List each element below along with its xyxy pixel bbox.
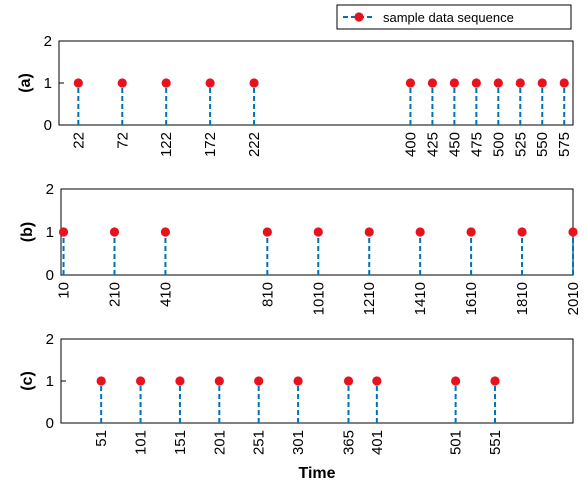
stem-marker — [568, 227, 578, 237]
stem-marker — [517, 227, 527, 237]
x-tick-label: 1210 — [361, 282, 378, 315]
stem-marker — [214, 376, 224, 386]
legend-box — [336, 4, 572, 30]
stem-marker — [493, 78, 503, 88]
stem-marker — [490, 376, 500, 386]
x-tick-label: 810 — [259, 282, 276, 307]
y-tick-label: 2 — [46, 181, 54, 198]
stem-marker — [449, 78, 459, 88]
stem-marker — [262, 227, 272, 237]
y-tick-label: 1 — [46, 224, 54, 241]
stem-marker — [58, 227, 69, 237]
stem-marker — [372, 376, 382, 386]
x-tick-label: 1410 — [412, 282, 429, 315]
y-tick-label: 2 — [44, 33, 52, 50]
y-tick-label: 0 — [46, 415, 54, 432]
y-tick-label: 1 — [46, 373, 54, 390]
x-tick-label: 72 — [114, 132, 131, 149]
x-tick-label: 525 — [512, 132, 529, 157]
y-axis-label: (b) — [19, 222, 36, 242]
stem-marker — [117, 78, 127, 88]
x-axis-label: Time — [298, 465, 335, 482]
stem-marker — [451, 376, 461, 386]
x-tick-label: 575 — [556, 132, 573, 157]
x-tick-label: 2010 — [565, 282, 582, 315]
legend-label: sample data sequence — [383, 10, 514, 25]
x-tick-label: 501 — [448, 430, 465, 455]
x-tick-label: 410 — [157, 282, 174, 307]
x-tick-label: 210 — [106, 282, 123, 307]
stem-marker — [135, 376, 146, 386]
stem-marker — [343, 376, 354, 386]
y-tick-label: 1 — [44, 75, 52, 92]
x-tick-label: 551 — [487, 430, 504, 455]
x-tick-label: 201 — [211, 430, 228, 455]
stem-marker — [249, 78, 259, 88]
x-tick-label: 1810 — [514, 282, 531, 315]
x-tick-label: 550 — [534, 132, 551, 157]
stem-marker — [559, 78, 569, 88]
stem-marker — [96, 376, 106, 386]
x-tick-label: 22 — [70, 132, 87, 149]
x-tick-label: 51 — [93, 430, 110, 447]
y-tick-label: 0 — [46, 267, 54, 284]
stem-marker — [515, 78, 525, 88]
stem-marker — [427, 78, 438, 88]
x-tick-label: 450 — [446, 132, 463, 157]
x-tick-label: 1010 — [310, 282, 327, 315]
x-tick-label: 500 — [490, 132, 507, 157]
x-tick-label: 400 — [402, 132, 419, 157]
legend-marker-swatch — [354, 12, 364, 22]
stem-marker — [313, 227, 323, 237]
y-tick-label: 2 — [46, 331, 54, 348]
panel-c: 0 1 2 (c) 51 101 151 201 251 301 365 401 501 551 — [19, 331, 574, 455]
x-tick-label: 475 — [468, 132, 485, 157]
stem-marker — [161, 78, 171, 88]
stem-marker — [109, 227, 120, 237]
stem-marker — [254, 376, 264, 386]
y-axis-label: (a) — [17, 73, 34, 93]
stem-marker — [415, 227, 425, 237]
panel-a: 0 1 2 (a) 22 72 122 172 222 400 425 450 475 500 525 550… — [17, 33, 574, 157]
x-tick-label: 122 — [158, 132, 175, 157]
x-tick-label: 10 — [56, 282, 73, 299]
stem-marker — [364, 227, 374, 237]
stem-marker — [471, 78, 481, 88]
stem-marker — [466, 227, 476, 237]
x-tick-label: 1610 — [463, 282, 480, 315]
x-tick-label: 425 — [424, 132, 441, 157]
stem-marker — [73, 78, 83, 88]
stem-marker — [175, 376, 185, 386]
stem-marker — [405, 78, 416, 88]
legend: sample data sequence — [336, 4, 572, 30]
stem-marker — [160, 227, 171, 237]
panel-b: 0 1 2 (b) 10 210 410 810 1010 1210 1410 1610 1810 201… — [19, 181, 582, 315]
x-tick-label: 222 — [246, 132, 263, 157]
x-tick-label: 301 — [290, 430, 307, 455]
x-tick-label: 401 — [369, 430, 386, 455]
x-tick-label: 151 — [172, 430, 189, 455]
x-tick-label: 172 — [202, 132, 219, 157]
stem-marker — [205, 78, 215, 88]
y-tick-label: 0 — [44, 117, 52, 134]
y-axis-label: (c) — [19, 371, 36, 391]
stem-marker — [293, 376, 303, 386]
x-tick-label: 365 — [341, 430, 358, 455]
stem-marker — [537, 78, 547, 88]
x-tick-label: 101 — [133, 430, 150, 455]
x-tick-label: 251 — [251, 430, 268, 455]
